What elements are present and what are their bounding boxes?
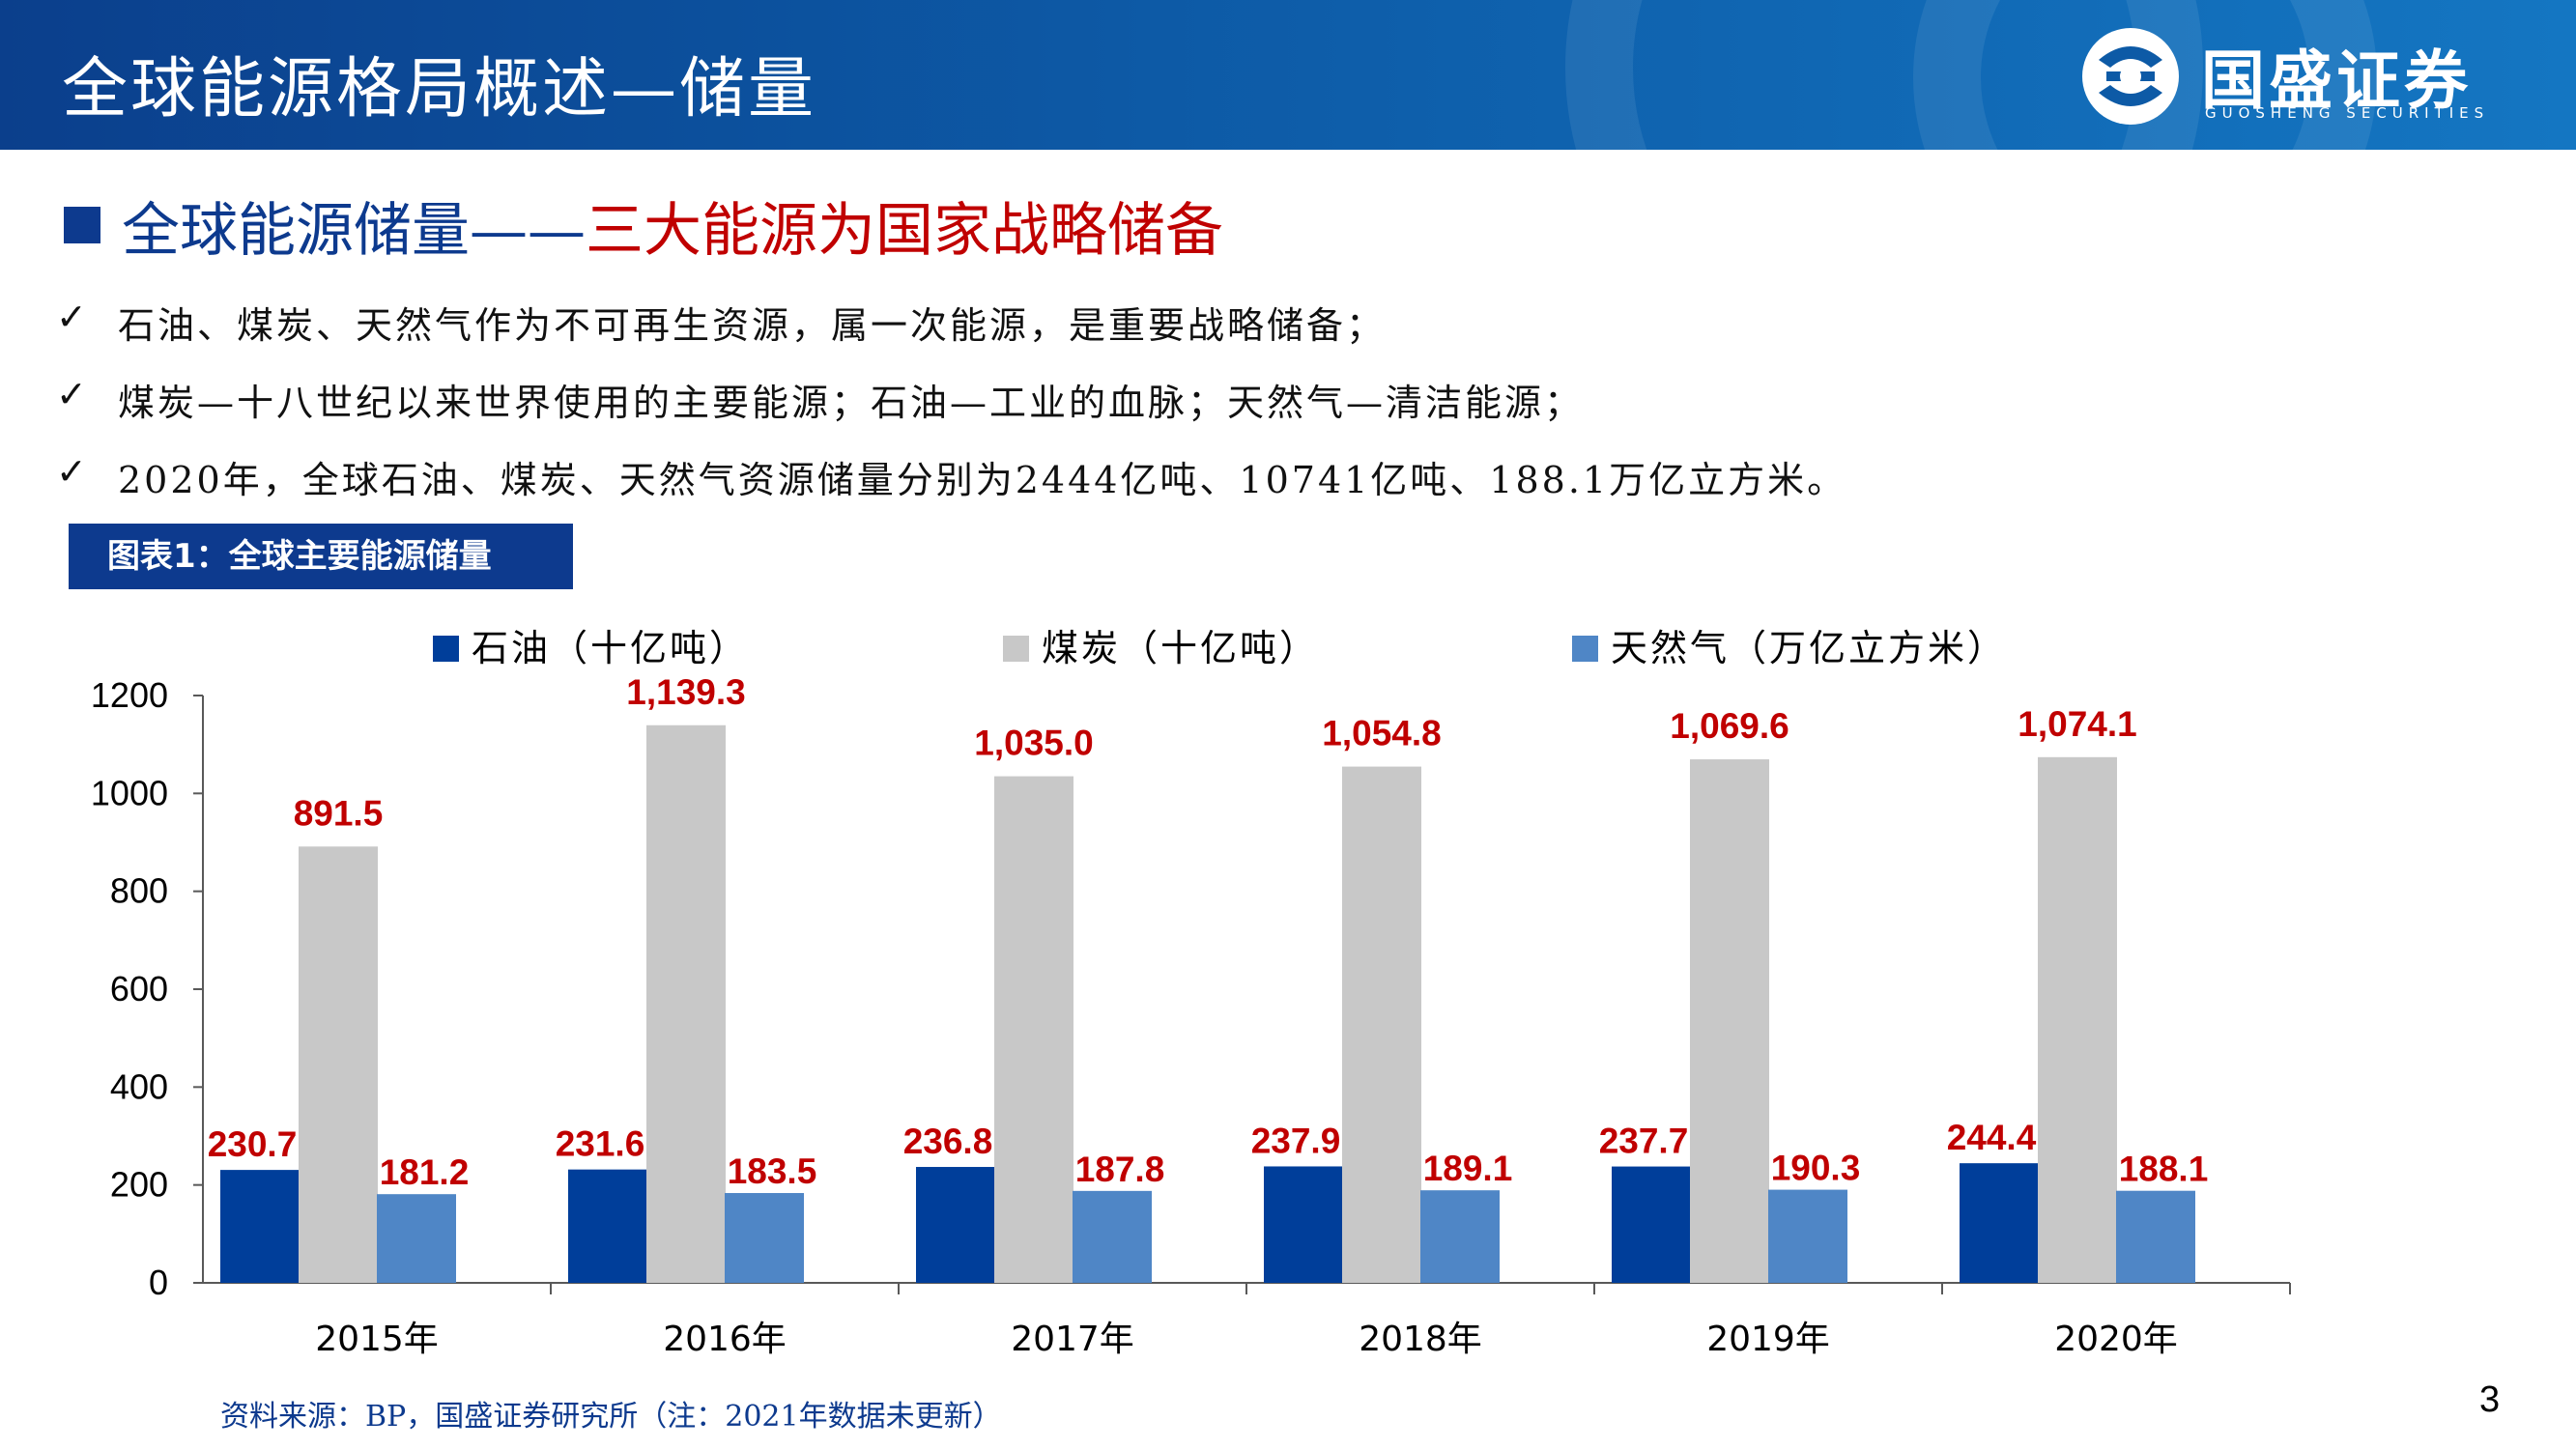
data-label: 1,054.8 bbox=[1322, 714, 1441, 753]
legend-swatch bbox=[1003, 636, 1029, 662]
logo-mark-icon bbox=[2082, 28, 2179, 125]
x-axis: 2015年 2016年 2017年 2018年 2019年 2020年 bbox=[203, 1282, 2291, 1359]
bar-coal bbox=[299, 846, 378, 1283]
bar-coal bbox=[1342, 766, 1421, 1283]
bullet-text: 煤炭—十八世纪以来世界使用的主要能源；石油—工业的血脉；天然气—清洁能源； bbox=[118, 382, 1585, 424]
page-title: 全球能源格局概述—储量 bbox=[62, 51, 817, 128]
data-labels: 230.7 231.6 236.8 237.9 237.7 244.4 891.5 1,139… bbox=[208, 672, 2209, 1192]
legend-label: 石油（十亿吨） bbox=[472, 627, 749, 669]
logo-text-en: GUOSHENG SECURITIES bbox=[2205, 104, 2490, 122]
y-tick-label: 1200 bbox=[91, 675, 168, 715]
header-band: 全球能源格局概述—储量 国盛证券 GUOSHENG SECURITIES bbox=[0, 0, 2576, 150]
square-bullet-icon bbox=[64, 207, 100, 243]
x-tick-label: 2020年 bbox=[2054, 1320, 2178, 1359]
chart-legend: 石油（十亿吨） 煤炭（十亿吨） 天然气（万亿立方米） bbox=[433, 627, 2007, 669]
data-label: 1,074.1 bbox=[2018, 704, 2136, 744]
data-label: 188.1 bbox=[2119, 1150, 2209, 1189]
data-label: 1,069.6 bbox=[1670, 706, 1789, 746]
section-title-blue: 全球能源储量—— bbox=[122, 197, 586, 265]
x-tick-label: 2018年 bbox=[1359, 1320, 1482, 1359]
data-label: 187.8 bbox=[1075, 1150, 1165, 1189]
bar-oil bbox=[1612, 1166, 1691, 1283]
bar-coal bbox=[2038, 756, 2117, 1283]
data-label: 1,139.3 bbox=[626, 672, 745, 712]
y-tick-label: 600 bbox=[110, 969, 168, 1009]
bar-coal bbox=[646, 724, 726, 1283]
checkmark-icon: ✓ bbox=[56, 450, 87, 493]
header-decoration bbox=[1913, 0, 2377, 150]
bar-oil bbox=[1960, 1163, 2039, 1283]
bar-gas bbox=[377, 1194, 456, 1283]
legend-label: 煤炭（十亿吨） bbox=[1042, 627, 1319, 669]
bar-oil bbox=[1264, 1166, 1343, 1283]
bar-gas bbox=[2116, 1190, 2195, 1283]
x-tick-label: 2015年 bbox=[315, 1320, 439, 1359]
y-tick-label: 200 bbox=[110, 1165, 168, 1205]
bar-coal bbox=[1690, 759, 1769, 1283]
legend-label: 天然气（万亿立方米） bbox=[1611, 627, 2007, 669]
y-tick-label: 1000 bbox=[91, 773, 168, 812]
bar-oil bbox=[220, 1170, 300, 1283]
company-logo: 国盛证券 GUOSHENG SECURITIES bbox=[2077, 23, 2532, 129]
bar-series bbox=[220, 724, 2195, 1283]
data-label: 891.5 bbox=[294, 793, 384, 833]
bar-oil bbox=[916, 1167, 995, 1283]
data-label: 1,035.0 bbox=[974, 724, 1093, 763]
x-tick-label: 2016年 bbox=[663, 1320, 787, 1359]
data-label: 231.6 bbox=[556, 1124, 645, 1164]
figure-label: 图表1：全球主要能源储量 bbox=[69, 524, 573, 589]
data-label: 181.2 bbox=[380, 1152, 470, 1192]
data-label: 190.3 bbox=[1771, 1149, 1861, 1188]
data-label: 244.4 bbox=[1947, 1118, 2037, 1157]
source-note: 资料来源：BP，国盛证券研究所（注：2021年数据未更新） bbox=[220, 1400, 1002, 1434]
y-axis: 0 200 400 600 800 1000 1200 bbox=[91, 675, 204, 1302]
energy-reserves-bar-chart: 石油（十亿吨） 煤炭（十亿吨） 天然气（万亿立方米） 0 200 400 600 800 10… bbox=[91, 627, 2291, 1359]
x-tick-label: 2019年 bbox=[1706, 1320, 1830, 1359]
section-title-red: 三大能源为国家战略储备 bbox=[586, 197, 1223, 265]
data-label: 189.1 bbox=[1423, 1149, 1513, 1188]
bar-gas bbox=[1768, 1189, 1847, 1283]
page-number: 3 bbox=[2479, 1379, 2501, 1420]
checkmark-icon: ✓ bbox=[56, 373, 87, 415]
x-tick-label: 2017年 bbox=[1011, 1320, 1134, 1359]
data-label: 237.9 bbox=[1251, 1121, 1341, 1160]
checkmark-icon: ✓ bbox=[56, 296, 87, 338]
data-label: 230.7 bbox=[208, 1124, 298, 1164]
bar-gas bbox=[1420, 1190, 1500, 1283]
legend-swatch bbox=[433, 636, 459, 662]
bullet-text: 石油、煤炭、天然气作为不可再生资源，属一次能源，是重要战略储备； bbox=[118, 304, 1387, 347]
bar-gas bbox=[1073, 1190, 1152, 1283]
legend-swatch bbox=[1572, 636, 1598, 662]
y-tick-label: 400 bbox=[110, 1066, 168, 1106]
y-tick-label: 800 bbox=[110, 871, 168, 911]
data-label: 183.5 bbox=[728, 1151, 817, 1191]
bar-oil bbox=[568, 1169, 647, 1283]
bullet-text: 2020年，全球石油、煤炭、天然气资源储量分别为2444亿吨、10741亿吨、1… bbox=[118, 459, 1847, 501]
data-label: 236.8 bbox=[903, 1122, 993, 1161]
y-tick-label: 0 bbox=[149, 1263, 168, 1302]
bar-coal bbox=[994, 776, 1073, 1283]
data-label: 237.7 bbox=[1599, 1122, 1689, 1161]
bar-gas bbox=[725, 1193, 804, 1283]
logo-text-cn: 国盛证券 bbox=[2201, 43, 2472, 118]
